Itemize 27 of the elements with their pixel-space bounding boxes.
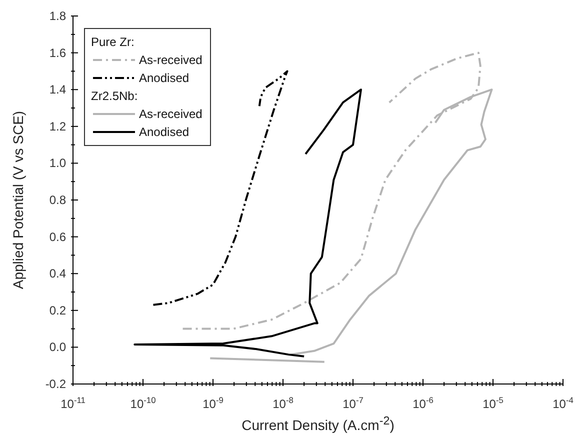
y-tick-label: 0.8 xyxy=(49,193,66,207)
x-axis-title: Current Density (A.cm$^{-2}$) xyxy=(242,414,394,433)
x-tick-label: 10$^{-5}$ xyxy=(482,395,504,411)
x-tick-label: 10$^{-7}$ xyxy=(342,395,364,411)
y-tick-label: 1.4 xyxy=(49,82,66,97)
y-tick-label: 1.8 xyxy=(49,9,66,23)
y-axis-title: Applied Potential (V vs SCE) xyxy=(10,110,26,290)
y-tick-label: 1.6 xyxy=(49,46,66,60)
y-tick-label: 0.0 xyxy=(49,340,66,354)
x-tick-label: 10$^{-9}$ xyxy=(202,395,224,411)
y-tick-label: -0.2 xyxy=(45,377,66,391)
legend-label: Anodised xyxy=(139,70,190,87)
x-tick-label: 10$^{-11}$ xyxy=(60,395,86,411)
x-tick-label: 10$^{-6}$ xyxy=(412,395,434,411)
x-tick-label: 10$^{-4}$ xyxy=(552,395,574,411)
y-tick-label: 0.6 xyxy=(49,230,66,244)
annotation: Zr2.5Nb: xyxy=(91,89,138,103)
y-tick-label: 0.4 xyxy=(49,266,66,281)
legend-label: Anodised xyxy=(139,124,190,141)
y-tick-label: 1.2 xyxy=(49,119,66,134)
x-tick-label: 10$^{-10}$ xyxy=(130,395,156,411)
x-tick-label: 10$^{-8}$ xyxy=(272,395,294,411)
y-tick-label: 0.2 xyxy=(49,303,66,318)
legend-label: As-received xyxy=(139,52,202,69)
legend-label: As-received xyxy=(139,106,202,123)
y-tick-label: 1.0 xyxy=(49,156,66,170)
annotation: Pure Zr: xyxy=(91,35,134,49)
